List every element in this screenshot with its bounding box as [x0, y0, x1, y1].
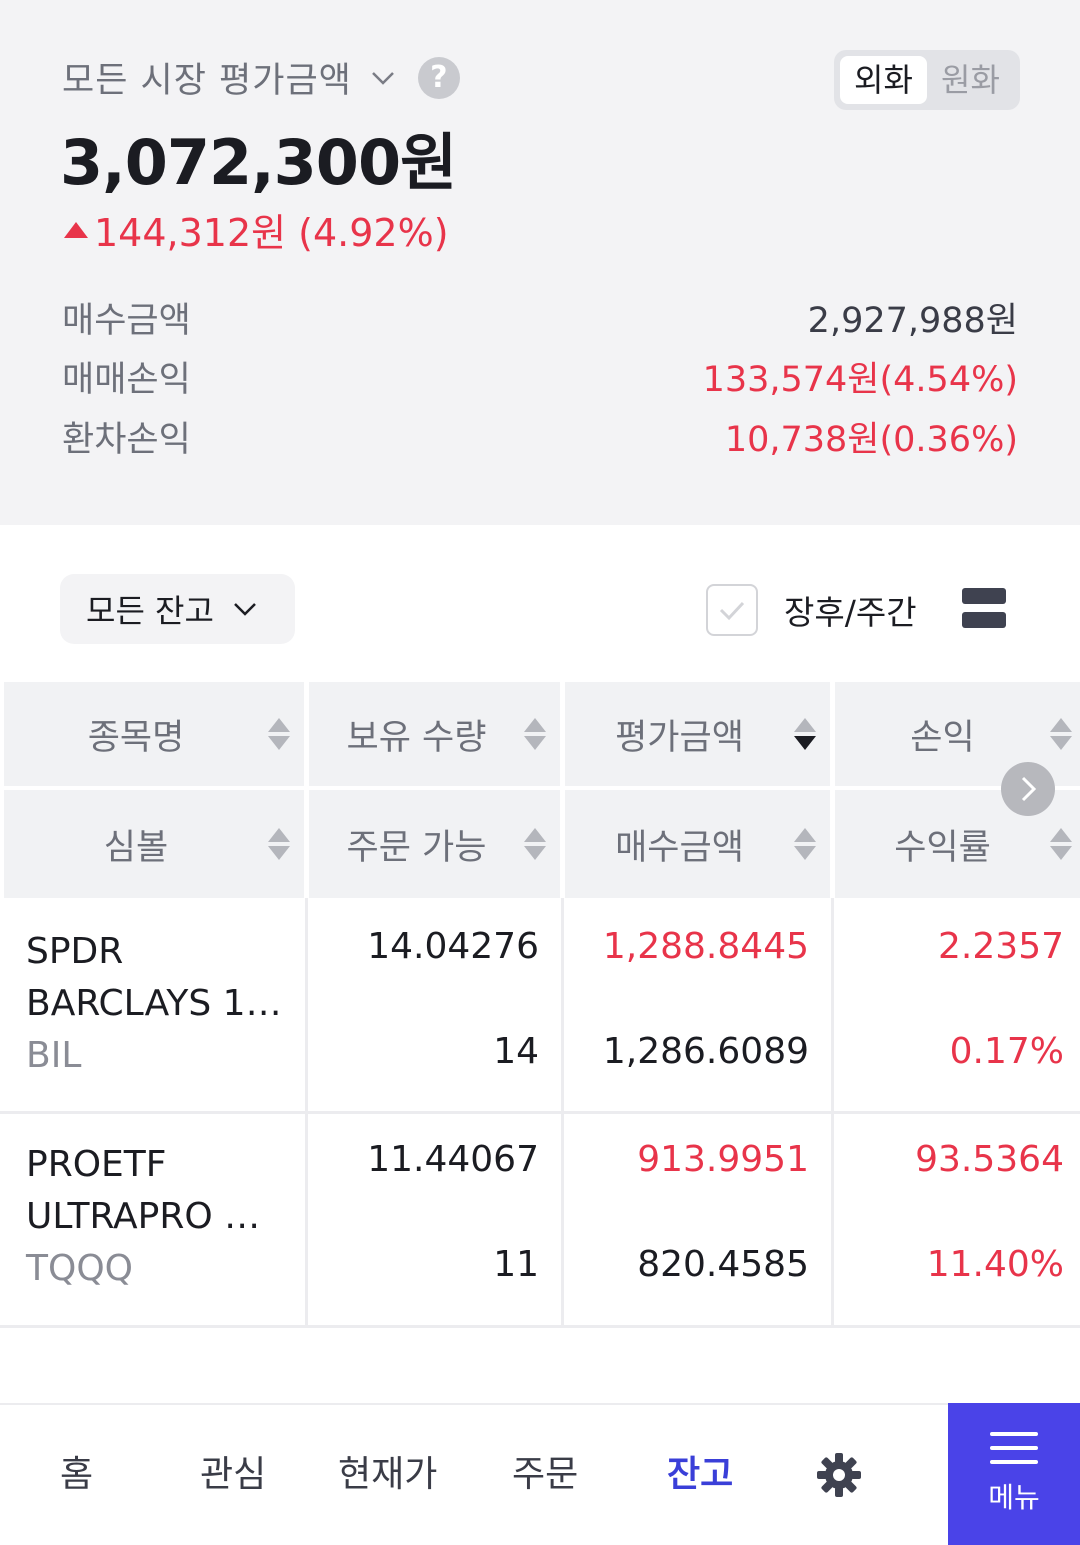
- summary-row-buy-amount: 매수금액 2,927,988원: [62, 292, 1018, 343]
- header-buy-amount[interactable]: 매수금액: [565, 790, 830, 898]
- profit-value: 2.2357: [938, 926, 1064, 967]
- header-holding-quantity[interactable]: 보유 수량: [309, 682, 560, 786]
- nav-watchlist[interactable]: 관심: [200, 1454, 267, 1495]
- return-rate: 11.40%: [926, 1244, 1064, 1285]
- up-arrow-icon: [64, 221, 88, 238]
- amount-cell: 913.9951 820.4585: [565, 1139, 831, 1309]
- header-profit[interactable]: 손익: [835, 682, 1080, 786]
- market-label[interactable]: 모든 시장 평가금액: [62, 61, 352, 101]
- market-selector[interactable]: 모든 시장 평가금액 ?: [62, 52, 460, 103]
- chevron-right-icon: [1021, 776, 1037, 802]
- currency-foreign-button[interactable]: 외화: [840, 56, 927, 104]
- quantity-cell: 11.44067 11: [309, 1139, 561, 1309]
- header-symbol[interactable]: 심볼: [4, 790, 304, 898]
- sort-icon: [1050, 828, 1072, 860]
- buy-amount: 1,286.6089: [602, 1031, 809, 1072]
- amount-cell: 1,288.8445 1,286.6089: [565, 926, 831, 1096]
- hamburger-icon: [990, 1432, 1038, 1474]
- nav-current-price[interactable]: 현재가: [338, 1454, 438, 1495]
- table-row[interactable]: SPDR BARCLAYS 1… BIL 14.04276 14 1,288.8…: [0, 898, 1080, 1112]
- total-change: 144,312원 (4.92%): [64, 202, 449, 257]
- bottom-navigation: 홈 관심 현재가 주문 잔고 메뉴: [0, 1403, 1080, 1545]
- summary-row-label: 환차손익: [62, 420, 191, 460]
- row-divider: [0, 1325, 1080, 1328]
- stock-symbol: TQQQ: [26, 1248, 133, 1289]
- stock-name-line: SPDR: [26, 931, 124, 972]
- buy-amount: 820.4585: [637, 1244, 809, 1285]
- total-change-text: 144,312원 (4.92%): [94, 211, 449, 255]
- chevron-down-icon: [371, 71, 394, 85]
- header-orderable[interactable]: 주문 가능: [309, 790, 560, 898]
- profit-cell: 2.2357 0.17%: [835, 926, 1080, 1096]
- chevron-down-icon: [234, 603, 256, 616]
- nav-balance[interactable]: 잔고: [667, 1454, 734, 1495]
- nav-order[interactable]: 주문: [512, 1454, 579, 1495]
- extended-hours-checkbox[interactable]: [706, 584, 758, 636]
- menu-button[interactable]: 메뉴: [948, 1403, 1080, 1545]
- balance-filter-dropdown[interactable]: 모든 잔고: [60, 574, 295, 644]
- sort-icon: [268, 828, 290, 860]
- stock-name-cell: PROETF ULTRAPRO … TQQQ: [0, 1139, 316, 1295]
- quantity-cell: 14.04276 14: [309, 926, 561, 1096]
- scroll-right-button[interactable]: [1001, 762, 1055, 816]
- nav-home[interactable]: 홈: [60, 1454, 94, 1495]
- sort-icon: [524, 828, 546, 860]
- summary-row-value: 10,738원(0.36%): [724, 420, 1018, 460]
- layout-toggle-icon[interactable]: [962, 588, 1006, 636]
- summary-row-trade-profit: 매매손익 133,574원(4.54%): [62, 351, 1018, 402]
- menu-label: 메뉴: [988, 1481, 1040, 1514]
- stock-name-line: ULTRAPRO …: [26, 1196, 261, 1237]
- stock-name-cell: SPDR BARCLAYS 1… BIL: [0, 926, 316, 1082]
- header-return-rate[interactable]: 수익률: [835, 790, 1080, 898]
- currency-won-button[interactable]: 원화: [941, 61, 1000, 99]
- sort-desc-icon: [794, 718, 816, 750]
- extended-hours-label[interactable]: 장후/주간: [784, 593, 917, 632]
- sort-icon: [1050, 718, 1072, 750]
- orderable-quantity: 11: [493, 1244, 539, 1285]
- currency-toggle[interactable]: 외화 원화: [834, 50, 1020, 110]
- summary-row-label: 매매손익: [62, 360, 191, 400]
- eval-amount: 913.9951: [637, 1139, 809, 1180]
- gear-icon[interactable]: [816, 1452, 862, 1498]
- return-rate: 0.17%: [949, 1031, 1064, 1072]
- total-evaluation-value: 3,072,300원: [60, 126, 457, 199]
- holding-quantity: 11.44067: [367, 1139, 539, 1180]
- profit-cell: 93.5364 11.40%: [835, 1139, 1080, 1309]
- table-row[interactable]: PROETF ULTRAPRO … TQQQ 11.44067 11 913.9…: [0, 1114, 1080, 1326]
- check-icon: [719, 601, 745, 621]
- help-icon[interactable]: ?: [417, 56, 460, 99]
- stock-symbol: BIL: [26, 1035, 82, 1076]
- balance-filter-label: 모든 잔고: [86, 592, 214, 630]
- summary-row-value: 2,927,988원: [807, 301, 1018, 341]
- stock-name-line: BARCLAYS 1…: [26, 983, 282, 1024]
- orderable-quantity: 14: [493, 1031, 539, 1072]
- profit-value: 93.5364: [915, 1139, 1064, 1180]
- stock-name-line: PROETF: [26, 1144, 167, 1185]
- header-eval-amount[interactable]: 평가금액: [565, 682, 830, 786]
- header-stock-name[interactable]: 종목명: [4, 682, 304, 786]
- summary-row-fx-profit: 환차손익 10,738원(0.36%): [62, 411, 1018, 462]
- row-divider: [0, 1111, 1080, 1114]
- eval-amount: 1,288.8445: [602, 926, 809, 967]
- holding-quantity: 14.04276: [367, 926, 539, 967]
- sort-icon: [268, 718, 290, 750]
- sort-icon: [524, 718, 546, 750]
- summary-row-value: 133,574원(4.54%): [702, 360, 1018, 400]
- sort-icon: [794, 828, 816, 860]
- summary-row-label: 매수금액: [62, 301, 191, 341]
- portfolio-summary: 모든 시장 평가금액 ? 외화 원화 3,072,300원 144,312원 (…: [0, 0, 1080, 525]
